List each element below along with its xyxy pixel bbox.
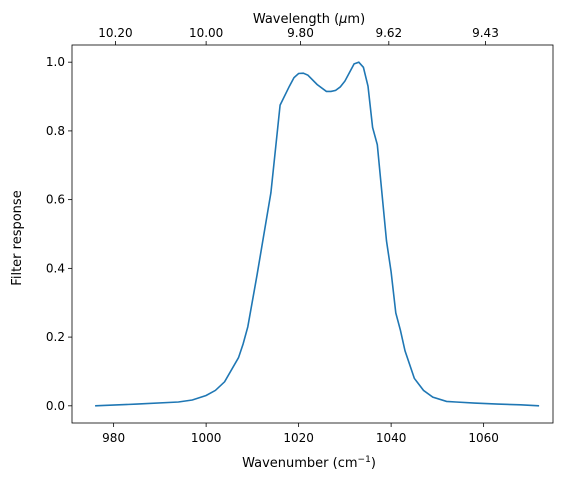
top-tick-label: 10.00	[189, 26, 223, 40]
plot-frame	[71, 44, 554, 424]
x-tick-label: 1000	[191, 431, 222, 445]
top-tick-label: 9.80	[287, 26, 314, 40]
x-axis-label: Wavenumber (cm−1)	[242, 455, 376, 471]
y-axis-label: Filter response	[10, 190, 25, 285]
x-tick-label: 1020	[283, 431, 314, 445]
y-tick-label: 0.0	[46, 399, 65, 413]
x-tick-label: 1040	[376, 431, 407, 445]
top-axis-ticks: 10.20 10.00 9.80 9.62 9.43	[98, 26, 499, 45]
y-tick-label: 1.0	[46, 55, 65, 69]
top-tick-label: 9.62	[375, 26, 402, 40]
y-axis-ticks: 0.0 0.2 0.4 0.6 0.8 1.0	[46, 55, 72, 413]
x-tick-label: 980	[102, 431, 125, 445]
y-tick-label: 0.2	[46, 330, 65, 344]
y-tick-label: 0.4	[46, 261, 65, 275]
y-tick-label: 0.8	[46, 124, 65, 138]
top-axis-label: Wavelength (μm)	[253, 12, 365, 27]
x-axis-ticks: 980 1000 1020 1040 1060	[102, 423, 499, 445]
y-tick-label: 0.6	[46, 193, 65, 207]
top-tick-label: 10.20	[98, 26, 132, 40]
x-tick-label: 1060	[468, 431, 499, 445]
top-tick-label: 9.43	[472, 26, 499, 40]
series-line	[95, 61, 540, 407]
